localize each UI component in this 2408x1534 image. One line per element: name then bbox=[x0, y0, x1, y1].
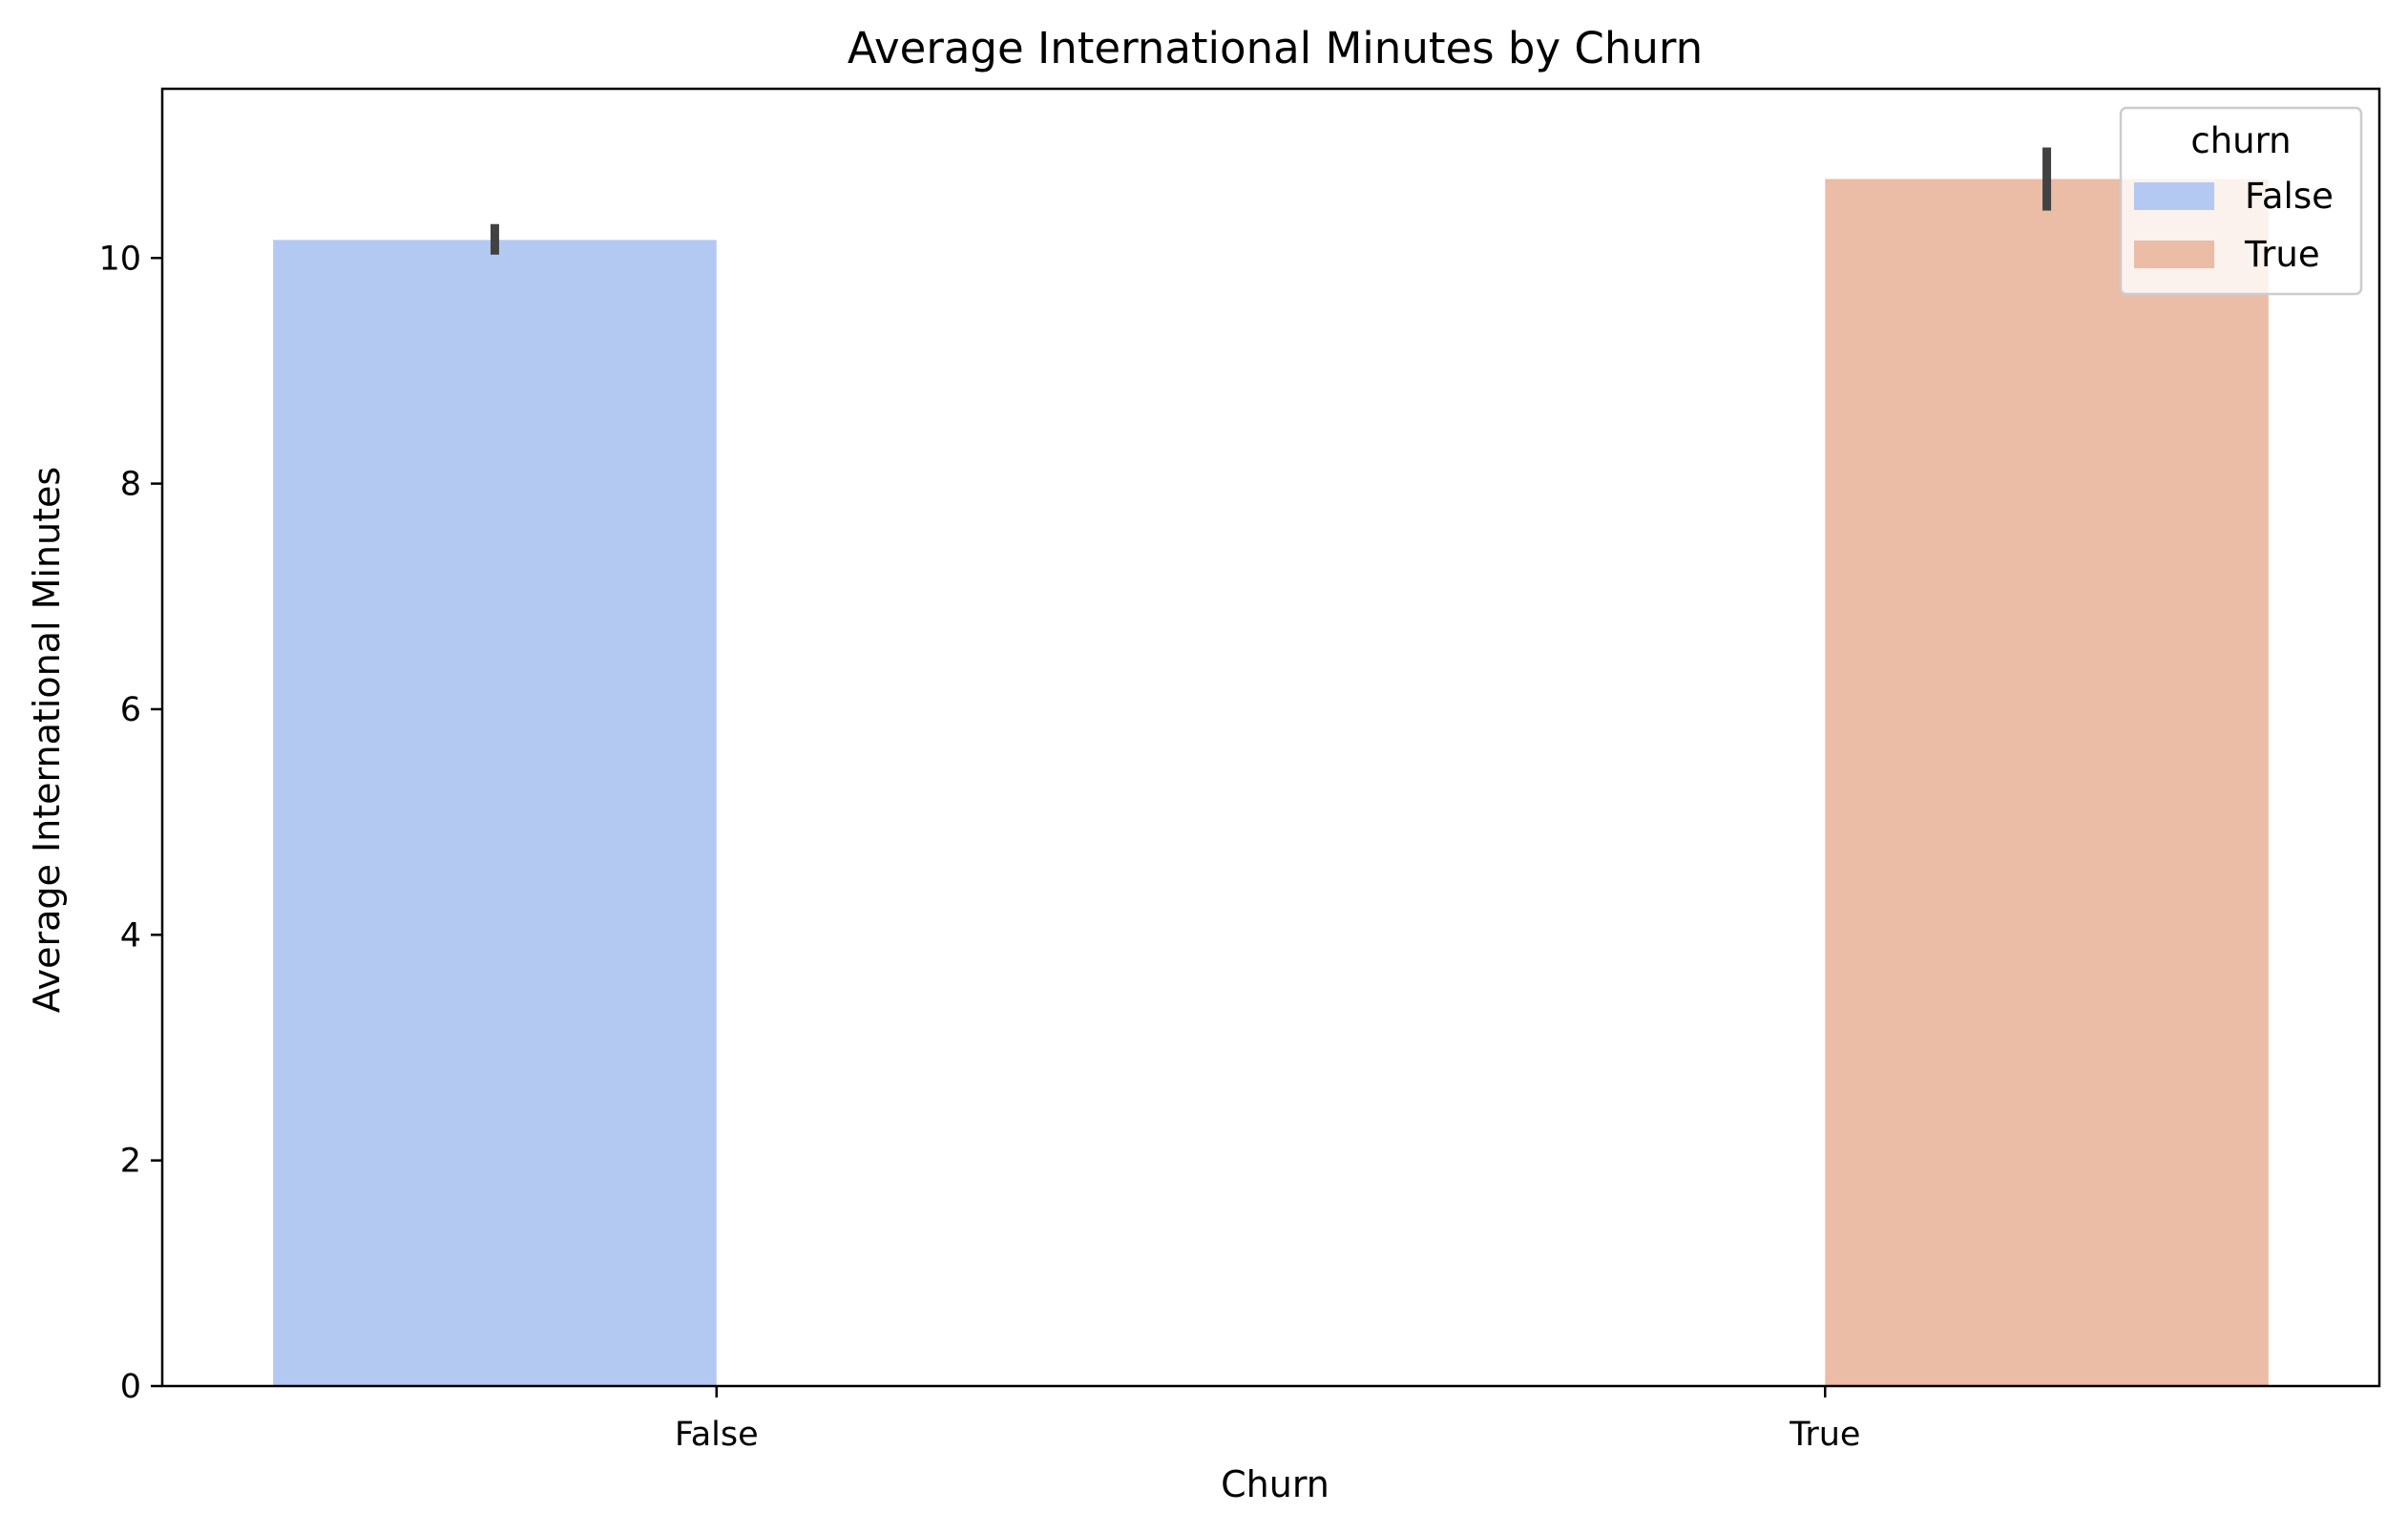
bar-false-false bbox=[273, 240, 717, 1387]
y-tick-label: 6 bbox=[120, 691, 141, 729]
y-tick-label: 0 bbox=[120, 1368, 141, 1406]
x-axis-title: Churn bbox=[1221, 1463, 1330, 1505]
legend-label-false: False bbox=[2245, 176, 2334, 217]
legend-title: churn bbox=[2190, 120, 2291, 161]
y-axis-title: Average International Minutes bbox=[26, 467, 68, 1013]
y-tick-label: 10 bbox=[98, 240, 141, 278]
plot-area: 0 2 4 6 8 10 False True bbox=[98, 87, 2381, 1454]
legend: churn False True bbox=[2119, 106, 2363, 296]
x-tick-label: True bbox=[1789, 1416, 1860, 1454]
legend-swatch-false bbox=[2134, 182, 2214, 210]
bar-true-true bbox=[1825, 179, 2269, 1387]
legend-label-true: True bbox=[2244, 234, 2320, 275]
y-tick-label: 8 bbox=[120, 466, 141, 504]
legend-swatch-true bbox=[2134, 241, 2214, 268]
x-tick-label: False bbox=[675, 1416, 759, 1454]
y-tick-label: 4 bbox=[120, 916, 141, 955]
y-tick-label: 2 bbox=[120, 1143, 141, 1181]
chart-title: Average International Minutes by Churn bbox=[848, 23, 1703, 74]
axes-frame bbox=[160, 87, 2381, 1388]
